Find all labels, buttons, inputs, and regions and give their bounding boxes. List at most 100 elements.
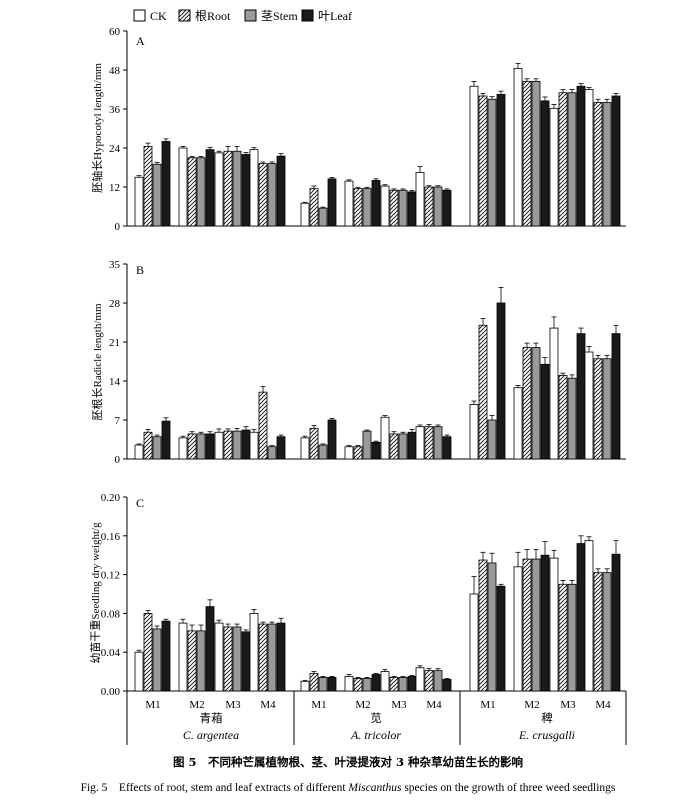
group-latin-1: A. tricolor [350, 728, 401, 742]
category-label: M3 [391, 699, 407, 711]
category-label: M1 [311, 699, 326, 711]
bar-leaf [205, 433, 215, 460]
legend: CK 根Root 茎Stem 叶Leaf [133, 9, 352, 23]
bar-leaf [276, 436, 286, 460]
bar-leaf [496, 93, 506, 227]
bar-stem [531, 558, 541, 692]
bar-leaf [327, 178, 337, 227]
bar-leaf [371, 180, 381, 227]
bar-stem [487, 562, 497, 692]
category-label: M1 [480, 699, 495, 711]
legend-item-ck: CK [133, 9, 167, 23]
bar-root [593, 102, 603, 227]
bar-stem [152, 436, 162, 460]
bar-root [593, 572, 603, 692]
bar-ck [134, 444, 144, 460]
bar-leaf [611, 553, 621, 692]
bar-leaf [540, 554, 550, 692]
bar-ck [380, 185, 390, 227]
bar-ck [249, 613, 259, 692]
legend-item-stem: 茎Stem [244, 9, 298, 23]
bar-root [353, 446, 363, 460]
bar-stem [318, 207, 328, 227]
y-tick-label: 14 [109, 376, 121, 388]
bar-ck [344, 180, 354, 227]
bar-root [478, 95, 488, 227]
bar-stem [433, 670, 443, 692]
y-tick-label: 12 [109, 182, 120, 194]
bar-ck [584, 540, 594, 692]
y-tick-label: 0.16 [101, 531, 121, 543]
legend-item-leaf: 叶Leaf [301, 9, 352, 23]
bar-root [558, 375, 568, 460]
bar-stem [267, 446, 277, 460]
bar-leaf [496, 585, 506, 692]
bar-leaf [576, 543, 586, 692]
group-latin-0: C. argentea [183, 728, 239, 742]
legend-label-stem: 茎Stem [261, 9, 298, 23]
bar-leaf [276, 622, 286, 692]
bar-root [187, 157, 197, 227]
bar-root [424, 426, 434, 460]
bar-stem [318, 444, 328, 460]
bar-stem [567, 377, 577, 460]
bar-stem [433, 426, 443, 460]
bar-leaf [576, 333, 586, 460]
bar-root [593, 358, 603, 460]
category-axis: M1 M2 M3 M4 M1 M2 M3 M4 M1 M2 M3 M4 [126, 691, 627, 745]
panel-a: A 0 12 24 36 48 60 胚轴长Hypocotyl length/mm [90, 26, 626, 233]
bar-ck [178, 622, 188, 692]
category-label: M2 [355, 699, 370, 711]
bar-ck [549, 327, 559, 460]
panel-a-label: A [136, 34, 145, 48]
bar-leaf [241, 429, 251, 460]
bar-ck [469, 85, 479, 227]
legend-label-leaf: 叶Leaf [318, 9, 352, 23]
panel-c-label: C [136, 496, 144, 510]
bar-root [223, 626, 233, 692]
bar-stem [487, 419, 497, 460]
bar-root [424, 670, 434, 692]
legend-item-root: 根Root [178, 9, 231, 23]
category-label: M3 [560, 699, 576, 711]
bar-stem [602, 572, 612, 692]
bar-ck [178, 437, 188, 460]
y-tick-label: 28 [109, 298, 121, 310]
bar-stem [487, 98, 497, 227]
bar-root [258, 163, 268, 227]
bar-root [143, 145, 153, 227]
bar-root [187, 433, 197, 460]
y-tick-label: 24 [109, 143, 121, 155]
bar-ck [513, 387, 523, 460]
bar-stem [232, 430, 242, 460]
bar-leaf [576, 85, 586, 227]
category-label: M4 [426, 699, 442, 711]
caption-en-suffix: species on the growth of three weed seed… [401, 782, 615, 794]
bar-stem [567, 583, 577, 692]
bar-leaf [442, 678, 452, 692]
legend-label-root: 根Root [195, 9, 231, 23]
bar-ck [549, 107, 559, 227]
bar-stem [362, 430, 372, 460]
group-cn-2: 稗 [541, 711, 553, 725]
panel-b-label: B [136, 263, 144, 277]
panel-c-ylabel: 幼苗干重Seedling dry weight/g [88, 522, 102, 664]
bar-stem [362, 677, 372, 692]
bar-leaf [276, 155, 286, 227]
category-label: M4 [260, 699, 276, 711]
bar-ck [513, 67, 523, 227]
bar-ck [300, 680, 310, 692]
bar-root [143, 431, 153, 460]
bar-leaf [161, 420, 171, 460]
bar-stem [196, 630, 206, 692]
bar-root [309, 188, 319, 227]
bar-root [389, 677, 399, 692]
bar-leaf [407, 431, 417, 460]
bar-ck [134, 176, 144, 227]
y-tick-label: 0 [115, 454, 121, 466]
category-label: M2 [189, 699, 204, 711]
caption-en: Fig. 5 Effects of root, stem and leaf ex… [81, 782, 616, 794]
caption-en-italic: Miscanthus [347, 782, 402, 794]
bar-root [522, 347, 532, 460]
group-cn-1: 苋 [370, 711, 382, 725]
